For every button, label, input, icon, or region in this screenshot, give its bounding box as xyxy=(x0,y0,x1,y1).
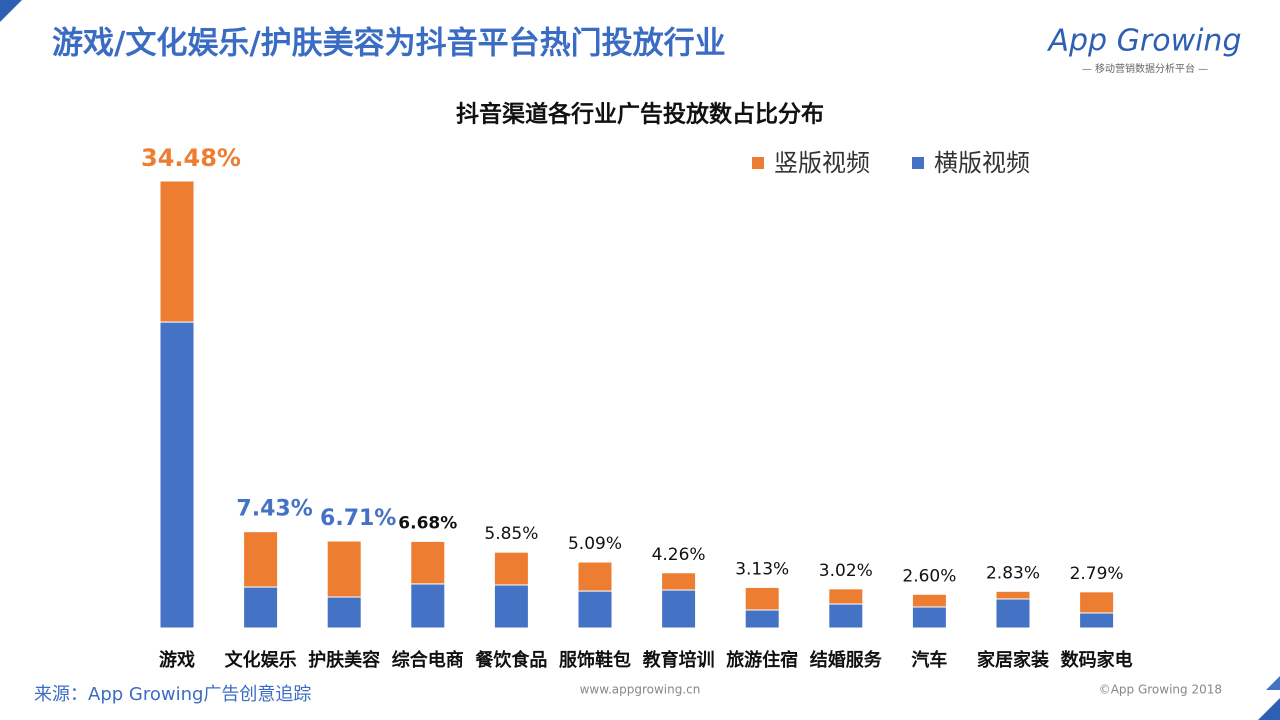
legend-swatch xyxy=(912,157,924,169)
bar-segment xyxy=(661,589,697,629)
data-label: 2.79% xyxy=(1070,564,1124,584)
chart-title: 抖音渠道各行业广告投放数占比分布 xyxy=(456,101,824,128)
bar-segment xyxy=(828,588,864,605)
bar-segment xyxy=(493,584,529,629)
bar-segment xyxy=(326,596,362,629)
x-tick-label: 服饰鞋包 xyxy=(559,649,631,671)
bar-segment xyxy=(1079,612,1115,629)
x-tick-label: 教育培训 xyxy=(643,649,715,671)
bar-segment xyxy=(911,606,947,629)
data-label: 5.85% xyxy=(484,524,538,544)
bar-segment xyxy=(410,583,446,629)
bar-segment xyxy=(243,586,279,629)
bar-segment xyxy=(661,572,697,591)
data-label: 7.43% xyxy=(236,497,312,522)
bar-segment xyxy=(911,593,947,608)
x-tick-label: 旅游住宿 xyxy=(726,649,798,671)
data-label: 6.71% xyxy=(320,506,396,531)
data-label: 2.60% xyxy=(902,566,956,586)
legend-label: 横版视频 xyxy=(934,149,1030,177)
legend-swatch xyxy=(752,157,764,169)
data-label: 2.83% xyxy=(986,563,1040,583)
data-label: 4.26% xyxy=(652,545,706,565)
x-tick-label: 数码家电 xyxy=(1061,649,1133,671)
bar-segment xyxy=(326,540,362,598)
bar-segment xyxy=(159,180,195,323)
x-tick-label: 汽车 xyxy=(911,649,947,671)
data-label: 34.48% xyxy=(141,144,241,172)
corner-decoration xyxy=(0,0,22,22)
source: 来源：App Growing广告创意追踪 xyxy=(34,684,311,705)
copyright: ©App Growing 2018 xyxy=(1099,683,1222,697)
x-tick-label: 游戏 xyxy=(159,649,195,671)
bar-segment xyxy=(995,590,1031,600)
bar-segment xyxy=(159,321,195,629)
x-tick-label: 结婚服务 xyxy=(810,649,883,671)
data-label: 6.68% xyxy=(398,513,457,533)
bar-segment xyxy=(577,590,613,629)
bar-segment xyxy=(744,586,780,611)
x-tick-label: 家居家装 xyxy=(977,649,1049,671)
logo: App Growing xyxy=(1046,24,1241,59)
x-tick-label: 护肤美容 xyxy=(308,649,380,671)
slide-title: 游戏/文化娱乐/护肤美容为抖音平台热门投放行业 xyxy=(52,26,726,62)
bar-segment xyxy=(493,551,529,586)
bar-segment xyxy=(995,598,1031,629)
data-label: 3.13% xyxy=(735,559,789,579)
bar-segment xyxy=(243,531,279,588)
data-label: 3.02% xyxy=(819,561,873,581)
corner-decoration xyxy=(1258,698,1280,720)
bar-segment xyxy=(744,609,780,629)
data-label: 5.09% xyxy=(568,534,622,554)
bar-segment xyxy=(1079,591,1115,614)
bar-segment xyxy=(577,561,613,592)
bar-segment xyxy=(410,540,446,585)
x-tick-label: 餐饮食品 xyxy=(474,649,547,671)
logo-tagline: — 移动营销数据分析平台 — xyxy=(1082,62,1208,75)
website: www.appgrowing.cn xyxy=(580,683,701,697)
bar-segment xyxy=(828,603,864,629)
corner-decoration xyxy=(1266,676,1280,690)
x-tick-label: 文化娱乐 xyxy=(225,649,297,671)
legend-label: 竖版视频 xyxy=(774,149,870,177)
x-tick-label: 综合电商 xyxy=(392,649,464,671)
